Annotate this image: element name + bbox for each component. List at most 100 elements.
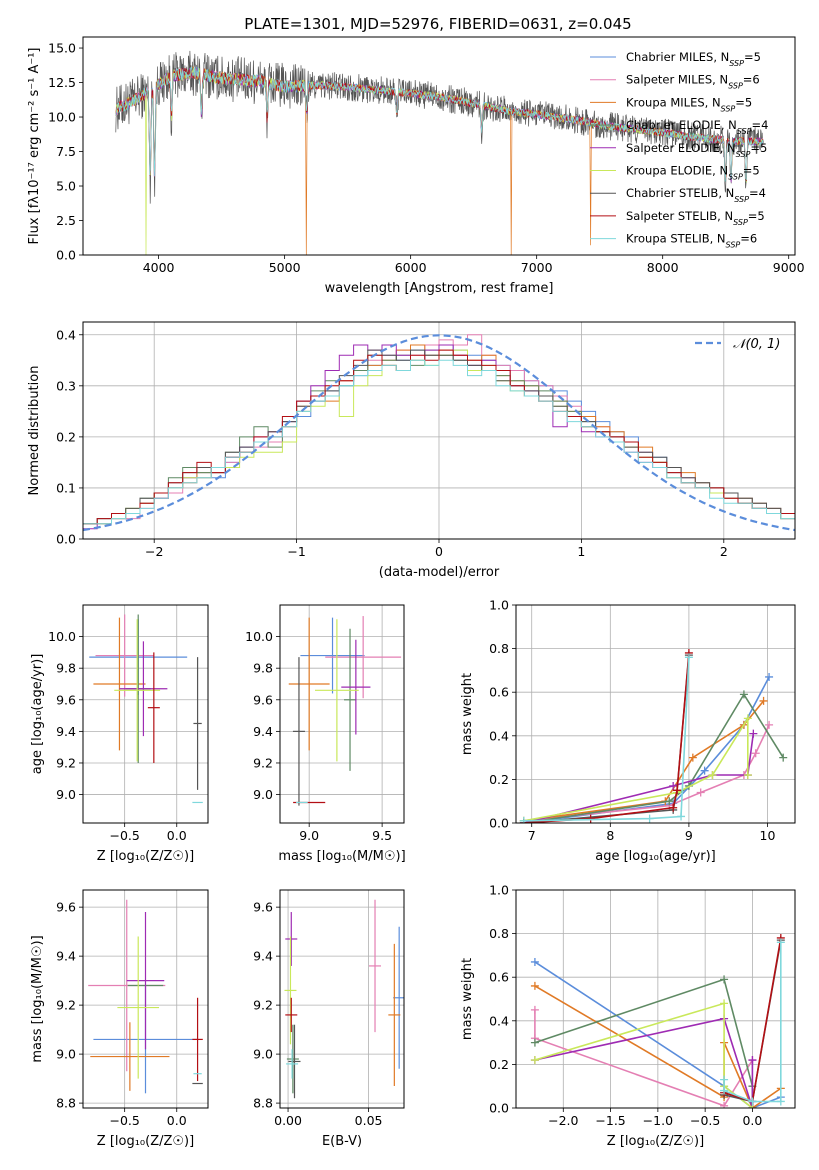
residuals-xlabel: (data-model)/error — [379, 565, 500, 580]
spectrum-legend-label: Salpeter MILES, NSSP=6 — [626, 73, 760, 91]
z-mass-ylabel: mass [log₁₀(M/M☉)] — [30, 935, 45, 1062]
age-weight-marker — [677, 812, 686, 821]
spectrum-panel: 4000 5000 6000 7000 8000 9000 0.0 2.5 5.0 7.5 10.0… — [27, 36, 805, 296]
mass-age-xlabel: mass [log₁₀(M/M☉)] — [278, 849, 405, 864]
z-weight-marker — [748, 1056, 757, 1065]
z-age-axes-frame — [82, 604, 209, 824]
z-weight-ytick-label: 0.6 — [489, 970, 509, 985]
z-weight-marker — [530, 1056, 539, 1065]
z-weight-ylabel: mass weight — [460, 958, 475, 1040]
z-mass-ytick-label: 9.4 — [56, 949, 76, 964]
age-weight-marker — [673, 786, 682, 795]
age-weight-marker — [696, 788, 705, 797]
spectrum-legend-tail: =5 — [744, 50, 761, 64]
age-weight-series-salpeter-stelib — [519, 648, 693, 823]
age-weight-marker — [779, 753, 788, 762]
ebv-mass-ytick-label: 9.0 — [253, 1047, 273, 1062]
residuals-xtick-label: −2 — [145, 544, 163, 559]
spectrum-ytick-label: 0.0 — [56, 248, 76, 263]
z-weight-series-kroupa-stelib — [720, 938, 785, 1106]
z-age-ytick-label: 9.2 — [56, 755, 76, 770]
ebv-mass-point-chabrier-miles — [393, 926, 404, 1069]
age-weight-xtick-label: 7 — [528, 828, 536, 843]
z-weight-xtick-label: −1.5 — [595, 1113, 625, 1128]
spectrum-xtick-label: 4000 — [143, 260, 175, 275]
residuals-ytick-label: 0.4 — [56, 327, 76, 342]
spectrum-legend-sub: SSP — [729, 59, 744, 68]
ebv-mass-point-salpeter-elodie — [285, 912, 298, 966]
age-weight-marker — [743, 714, 752, 723]
z-age-point-salpeter-elodie — [119, 641, 168, 737]
spectrum-legend-sub: SSP — [721, 104, 736, 113]
z-age-point-salpeter-stelib — [147, 652, 160, 763]
spectrum-legend-tail: =4 — [752, 118, 769, 132]
spectrum-legend-sub: SSP — [737, 127, 752, 136]
z-weight-marker — [748, 1097, 757, 1106]
spectrum-legend-main: Chabrier MILES, N — [626, 50, 729, 64]
z-weight-marker — [776, 938, 785, 947]
age-weight-series-kroupa-stelib — [519, 653, 693, 823]
residuals-ylabel: Normed distribution — [27, 366, 42, 496]
spectrum-line-salpeter-stelib — [115, 67, 764, 182]
z-age-ytick-label: 9.0 — [56, 787, 76, 802]
age-weight-panel: 7 8 9 10 0.0 0.2 0.4 0.6 0.8 1.0 age [log₁₀(age/yr… — [460, 598, 796, 864]
z-age-ytick-label: 9.6 — [56, 692, 76, 707]
z-weight-marker — [530, 957, 539, 966]
z-mass-ytick-label: 8.8 — [56, 1096, 76, 1111]
age-weight-ylabel: mass weight — [460, 673, 475, 755]
z-age-ytick-label: 9.8 — [56, 661, 76, 676]
age-weight-marker — [645, 814, 654, 823]
age-weight-marker — [749, 729, 758, 738]
z-mass-point-kroupa-elodie — [117, 936, 160, 1079]
residuals-xtick-label: 1 — [577, 544, 585, 559]
spectrum-legend-sub: SSP — [728, 172, 743, 181]
z-mass-xtick-label: −0.5 — [109, 1113, 139, 1128]
spectrum-ytick-label: 10.0 — [48, 110, 76, 125]
ebv-mass-plot-area — [284, 899, 404, 1099]
mass-age-ytick-label: 9.8 — [253, 661, 273, 676]
residuals-legend: 𝒩(0, 1) — [695, 337, 780, 352]
residuals-ytick-label: 0.3 — [56, 378, 76, 393]
ebv-mass-point-kroupa-elodie — [284, 936, 297, 1045]
age-weight-ytick-label: 0.0 — [489, 816, 509, 831]
z-weight-marker — [720, 975, 729, 984]
spectrum-xlabel: wavelength [Angstrom, rest frame] — [325, 281, 554, 296]
z-weight-marker — [720, 1086, 729, 1095]
spectrum-legend-tail: =6 — [740, 232, 757, 246]
spectrum-legend-label: Chabrier MILES, NSSP=5 — [626, 50, 761, 68]
mass-age-point-chabrier-stelib — [292, 657, 305, 806]
mass-age-ytick-label: 9.2 — [253, 755, 273, 770]
mass-age-ytick-label: 9.4 — [253, 724, 273, 739]
z-age-point-salpeter-miles — [95, 614, 154, 697]
spectrum-legend-tail: =5 — [750, 141, 767, 155]
z-age-xtick-label: 0.0 — [167, 828, 187, 843]
z-age-point-kroupa-elodie — [114, 619, 161, 762]
ebv-mass-point-chabrier-stelib — [288, 1024, 301, 1099]
z-weight-marker — [530, 1005, 539, 1014]
z-weight-axes-frame — [515, 889, 796, 1109]
ebv-mass-panel: 0.00 0.05 8.8 9.0 9.2 9.4 9.6 E(B-V) — [253, 889, 405, 1149]
residuals-legend-label: 𝒩(0, 1) — [733, 337, 780, 352]
spectrum-xtick-label: 7000 — [521, 260, 553, 275]
spectrum-legend-label: Kroupa ELODIE, NSSP=5 — [626, 164, 760, 182]
spectrum-ytick-label: 12.5 — [48, 75, 76, 90]
ebv-mass-point-kroupa-stelib — [286, 1049, 299, 1079]
mass-age-ytick-label: 9.0 — [253, 787, 273, 802]
z-weight-series-chabrier-elodie — [530, 975, 757, 1108]
z-weight-marker — [530, 1038, 539, 1047]
mass-age-point-chabrier-miles — [300, 617, 365, 694]
ebv-mass-point-kroupa-miles — [388, 943, 401, 1086]
z-age-xtick-label: −0.5 — [109, 828, 139, 843]
mass-age-panel: 9.0 9.5 9.0 9.2 9.4 9.6 9.8 10.0 mass [log₁₀(M/M… — [245, 604, 406, 864]
z-mass-ytick-label: 9.0 — [56, 1047, 76, 1062]
ebv-mass-ytick-label: 9.2 — [253, 998, 273, 1013]
age-weight-xtick-label: 9 — [685, 828, 693, 843]
ebv-mass-axes-frame — [279, 889, 405, 1109]
spectrum-legend-tail: =4 — [749, 186, 766, 200]
spectrum-legend-label: Chabrier ELODIE, NSSP=4 — [626, 118, 768, 136]
spectrum-legend-tail: =6 — [743, 73, 760, 87]
age-weight-marker — [739, 690, 748, 699]
ebv-mass-ytick-label: 9.4 — [253, 949, 273, 964]
